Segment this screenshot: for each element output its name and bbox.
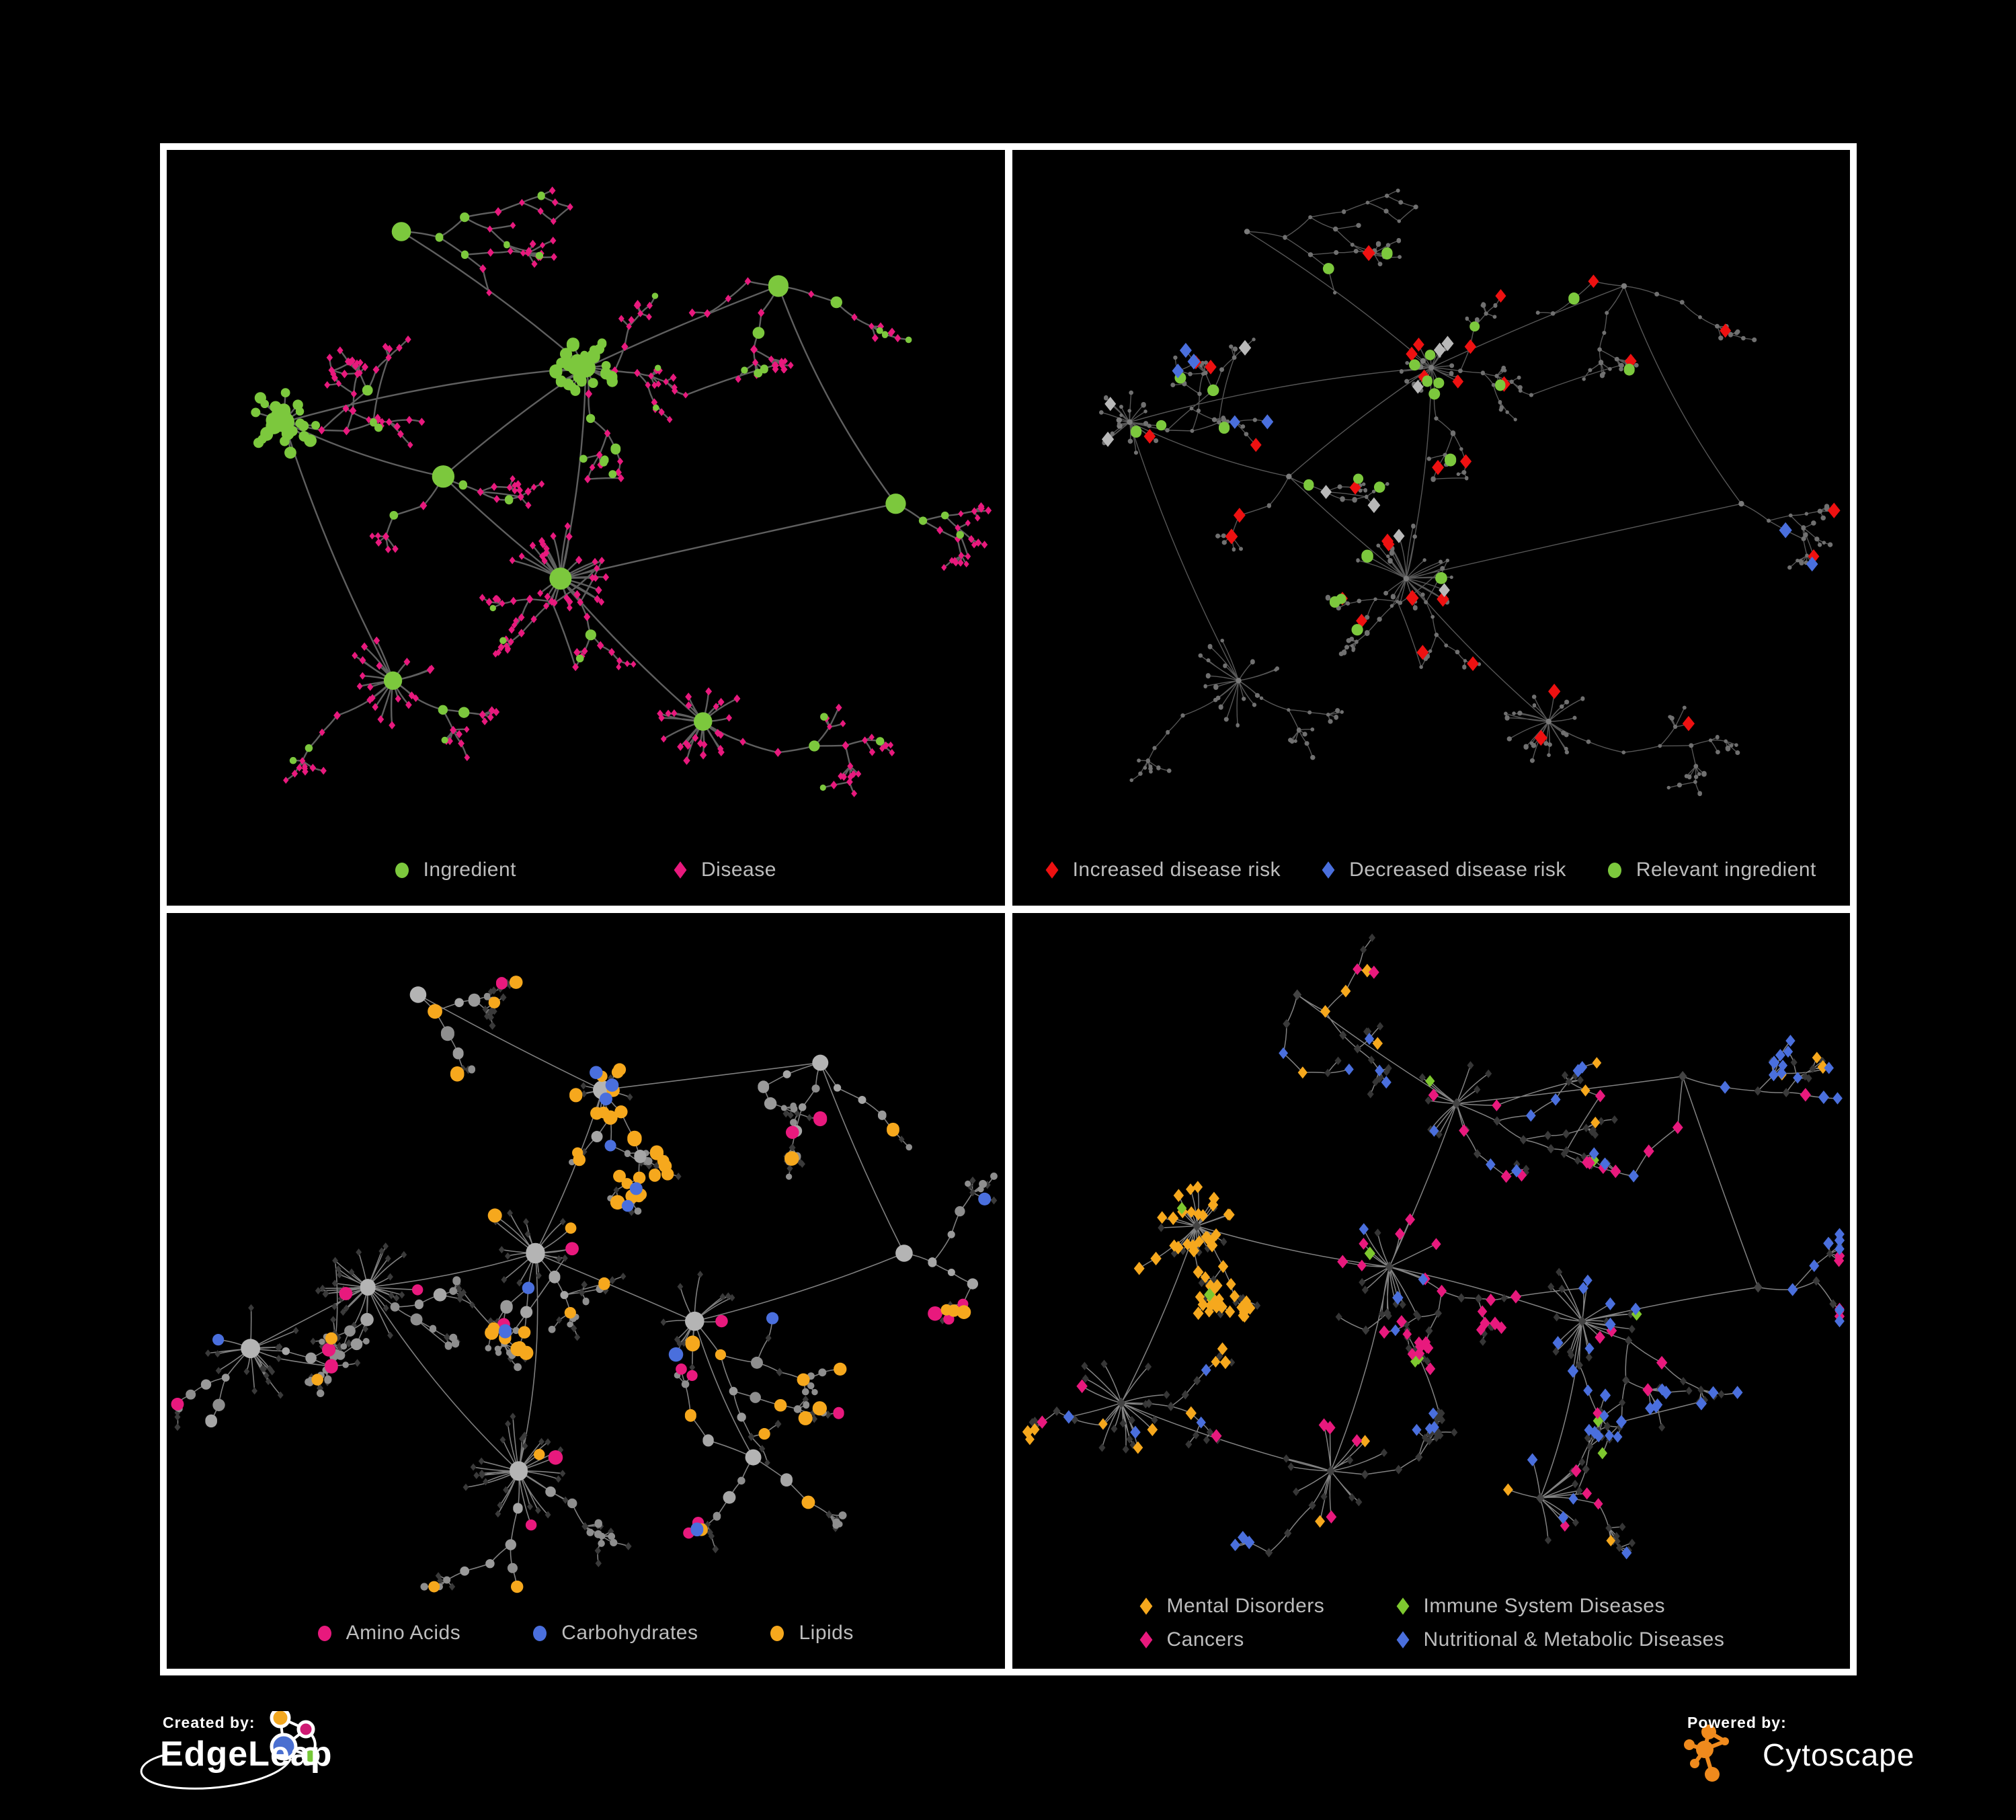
legend-label: Lipids — [799, 1622, 854, 1644]
legend-marker-circle — [770, 1625, 784, 1641]
legend-label: Increased disease risk — [1072, 859, 1281, 881]
legend-marker-diamond — [674, 861, 687, 879]
legend-label: Disease — [701, 859, 776, 881]
cytoscape-brand: Powered by: Cytoscape — [1660, 1711, 1956, 1819]
edgeleap-swoosh — [140, 1753, 292, 1790]
network-nodes-highlight — [1022, 963, 1828, 1546]
cytoscape-logo-icon — [1684, 1725, 1729, 1782]
legend-item: Carbohydrates — [533, 1622, 698, 1645]
network-nodes-highlight — [241, 986, 913, 1481]
legend-label: Mental Disorders — [1166, 1595, 1325, 1617]
panel-ingredient-disease: Ingredient Disease — [167, 150, 1005, 906]
network-graph-disease-risk — [1098, 188, 1841, 797]
legend-item: Decreased disease risk — [1322, 859, 1566, 881]
edgeleap-node-blue — [270, 1733, 298, 1761]
legend-marker-circle — [395, 862, 409, 878]
edgeleap-wordmark: EdgeLeap — [160, 1735, 333, 1774]
legend-item: Relevant ingredient — [1607, 859, 1816, 881]
created-by-label: Created by: — [163, 1714, 255, 1731]
legend-marker-diamond — [1045, 861, 1059, 879]
legend-label: Nutritional & Metabolic Diseases — [1423, 1628, 1725, 1651]
network-graph-macronutrients — [171, 976, 998, 1593]
legend-item: Disease — [674, 859, 776, 881]
panel-macronutrients: Amino Acids Carbohydrates Lipids — [167, 913, 1005, 1669]
legend-disease-risk: Increased disease risk Decreased disease … — [1012, 859, 1851, 881]
edgeleap-brand: Created by: EdgeLeap — [67, 1711, 390, 1819]
powered-by-label: Powered by: — [1687, 1714, 1787, 1731]
network-edges — [1100, 190, 1834, 795]
network-nodes-base — [174, 978, 998, 1591]
network-nodes-highlight — [311, 976, 971, 1593]
legend-label: Cancers — [1166, 1628, 1244, 1651]
legend-label: Relevant ingredient — [1636, 859, 1816, 881]
network-nodes-highlight — [1101, 335, 1454, 598]
legend-marker-diamond — [1322, 861, 1335, 879]
panel-disease-risk: Increased disease risk Decreased disease … — [1012, 150, 1851, 906]
edgeleap-node-orange — [270, 1711, 291, 1729]
network-graph-ingredient-disease — [251, 186, 992, 797]
legend-item: Immune System Diseases — [1396, 1595, 1725, 1618]
legend-marker-diamond — [1139, 1631, 1152, 1649]
legend-ingredient-disease: Ingredient Disease — [167, 859, 1005, 881]
network-nodes-base — [200, 993, 955, 1576]
network-nodes-highlight — [1130, 247, 1635, 636]
legend-marker-diamond — [1139, 1597, 1152, 1615]
network-nodes-base — [1052, 1019, 1837, 1558]
network-nodes-base — [283, 186, 992, 797]
network-nodes-highlight — [171, 977, 969, 1539]
legend-label: Decreased disease risk — [1349, 859, 1566, 881]
legend-marker-circle — [1607, 862, 1621, 878]
edgeleap-node-green — [301, 1747, 320, 1766]
panel-disease-classes: Mental Disorders Immune System Diseases Ca… — [1012, 913, 1851, 1669]
network-nodes-base — [1098, 188, 1832, 797]
legend-item: Ingredient — [395, 859, 516, 881]
legend-label: Immune System Diseases — [1423, 1595, 1665, 1617]
legend-item: Lipids — [770, 1622, 853, 1645]
edgeleap-node-pink — [296, 1720, 315, 1739]
legend-item: Amino Acids — [317, 1622, 461, 1645]
network-edges — [255, 190, 990, 795]
legend-item: Mental Disorders — [1139, 1595, 1397, 1618]
four-panel-network-grid: Ingredient Disease Increased disease risk… — [160, 143, 1857, 1675]
edgeleap-glyph-nodes — [270, 1711, 320, 1766]
cytoscape-wordmark: Cytoscape — [1763, 1737, 1915, 1772]
legend-label: Carbohydrates — [561, 1622, 698, 1644]
legend-label: Amino Acids — [346, 1622, 461, 1644]
network-nodes-highlight — [251, 191, 964, 791]
legend-marker-diamond — [1396, 1631, 1409, 1649]
legend-disease-classes: Mental Disorders Immune System Diseases Ca… — [1012, 1595, 1851, 1651]
network-nodes-highlight — [1176, 1075, 1642, 1460]
legend-macronutrients: Amino Acids Carbohydrates Lipids — [167, 1622, 1005, 1645]
legend-item: Cancers — [1139, 1628, 1397, 1651]
legend-marker-circle — [317, 1625, 331, 1641]
legend-marker-diamond — [1396, 1597, 1409, 1615]
cytoscape-glyph-nodes — [1684, 1725, 1729, 1782]
legend-item: Increased disease risk — [1045, 859, 1281, 881]
network-graph-disease-classes — [1022, 933, 1845, 1560]
legend-label: Ingredient — [423, 859, 517, 881]
edgeleap-logo-icon — [140, 1711, 320, 1790]
legend-marker-circle — [533, 1625, 547, 1641]
legend-item: Nutritional & Metabolic Diseases — [1396, 1628, 1725, 1651]
network-nodes-highlight — [1036, 963, 1845, 1532]
